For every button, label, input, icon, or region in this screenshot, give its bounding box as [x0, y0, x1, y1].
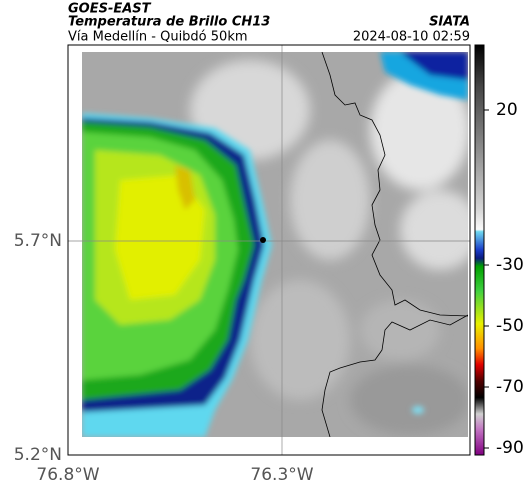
- product: Temperatura de Brillo CH13: [68, 15, 270, 30]
- source: SIATA: [429, 15, 470, 30]
- satellite: GOES-EAST: [68, 2, 152, 17]
- colorbar-tick-label: -70: [496, 377, 524, 397]
- colorbar-tick-label: -90: [496, 438, 524, 458]
- location-marker: [260, 237, 266, 243]
- lon-tick: 76.8°W: [36, 465, 99, 485]
- colorbar: [474, 44, 485, 456]
- colorbar-tick-label: 20: [496, 100, 518, 120]
- colorbar-ticks: 20 -30 -50 -70 -90: [484, 100, 524, 458]
- map-frame: [67, 44, 471, 456]
- timestamp: 2024-08-10 02:59: [353, 30, 470, 45]
- lat-tick: 5.7°N: [14, 231, 62, 251]
- lat-tick: 5.2°N: [14, 445, 62, 465]
- satellite-image: [82, 52, 468, 437]
- lon-tick: 76.3°W: [250, 465, 313, 485]
- colorbar-tick-label: -50: [496, 316, 524, 336]
- route: Vía Medellín - Quibdó 50km: [68, 30, 248, 45]
- colorbar-tick-label: -30: [496, 255, 524, 275]
